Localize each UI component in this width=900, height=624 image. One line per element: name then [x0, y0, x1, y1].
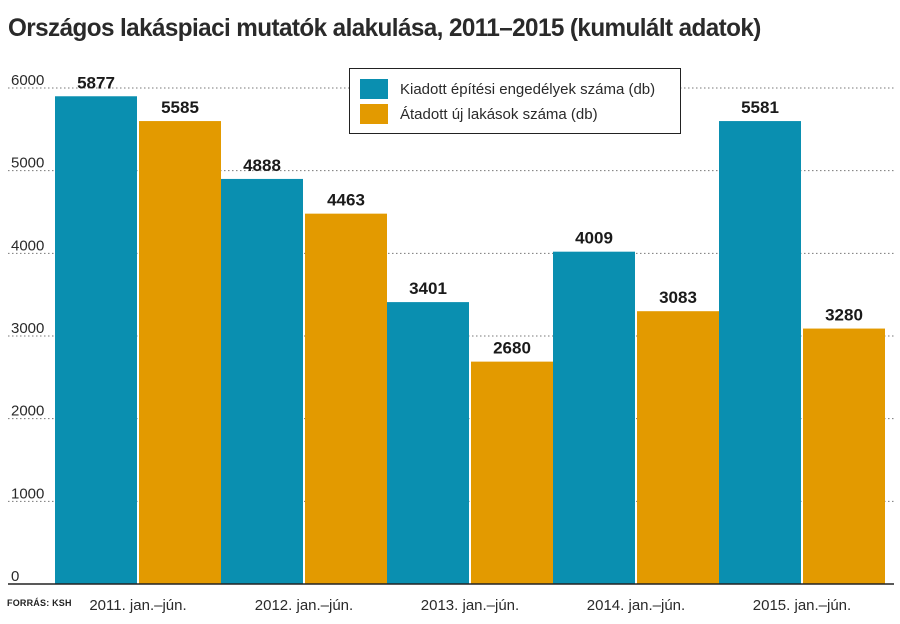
legend-item-completed: Átadott új lakások száma (db): [360, 103, 598, 125]
x-tick-label: 2013. jan.–jún.: [421, 597, 519, 614]
x-tick-label: 2011. jan.–jún.: [89, 597, 186, 614]
x-tick-label: 2012. jan.–jún.: [255, 597, 353, 614]
y-tick-label: 2000: [11, 403, 44, 420]
bar: [803, 328, 885, 584]
bar: [719, 121, 801, 585]
data-label: 5581: [741, 98, 779, 117]
data-label: 3401: [409, 279, 447, 298]
y-tick-label: 0: [11, 568, 19, 585]
legend-swatch-completed: [360, 104, 388, 124]
data-label: 4888: [243, 156, 281, 175]
x-tick-label: 2014. jan.–jún.: [587, 597, 685, 614]
bar: [637, 311, 719, 584]
legend-label-completed: Átadott új lakások száma (db): [400, 105, 598, 123]
legend-item-permits: Kiadott építési engedélyek száma (db): [360, 78, 655, 100]
chart-title: Országos lakáspiaci mutatók alakulása, 2…: [8, 14, 761, 42]
bars: [55, 96, 885, 585]
data-label: 3083: [659, 288, 697, 307]
bar: [305, 213, 387, 585]
y-tick-label: 6000: [11, 72, 44, 89]
legend-label-permits: Kiadott építési engedélyek száma (db): [400, 80, 656, 98]
data-label: 4009: [575, 229, 613, 248]
bar: [55, 96, 137, 585]
y-axis-ticks: 0 1000 2000 3000 4000 5000 6000: [11, 72, 44, 585]
source-note: FORRÁS: KSH: [7, 598, 72, 608]
data-label: 2680: [493, 339, 531, 358]
y-tick-label: 5000: [11, 155, 44, 172]
x-tick-label: 2015. jan.–jún.: [753, 597, 851, 614]
bar: [221, 178, 303, 584]
legend: Kiadott építési engedélyek száma (db) Át…: [349, 68, 681, 134]
y-tick-label: 4000: [11, 237, 44, 254]
data-label: 4463: [327, 191, 365, 210]
y-tick-label: 3000: [11, 320, 44, 337]
data-label: 5877: [77, 73, 115, 92]
legend-swatch-permits: [360, 79, 388, 99]
data-labels: 5877 5585 4888 4463 3401 2680 4009 3083 5581 3280: [77, 73, 863, 357]
bar: [139, 121, 221, 585]
y-tick-label: 1000: [11, 485, 44, 502]
bar: [553, 251, 635, 584]
data-label: 3280: [825, 306, 863, 325]
bar: [471, 361, 553, 584]
data-label: 5585: [161, 98, 199, 117]
bar: [387, 302, 469, 584]
x-axis-ticks: 2011. jan.–jún. 2012. jan.–jún. 2013. jan.…: [89, 597, 851, 614]
